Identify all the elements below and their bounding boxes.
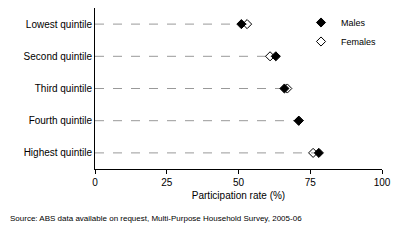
svg-text:Third quintile: Third quintile bbox=[35, 83, 93, 94]
svg-text:Lowest quintile: Lowest quintile bbox=[26, 19, 93, 30]
svg-text:100: 100 bbox=[374, 177, 391, 188]
svg-text:50: 50 bbox=[233, 177, 245, 188]
svg-text:Fourth quintile: Fourth quintile bbox=[29, 115, 93, 126]
svg-text:Source: ABS data available on: Source: ABS data available on request, M… bbox=[10, 214, 302, 223]
svg-text:0: 0 bbox=[92, 177, 98, 188]
svg-text:Second quintile: Second quintile bbox=[24, 51, 93, 62]
svg-text:Participation rate (%): Participation rate (%) bbox=[192, 190, 285, 201]
svg-text:Highest quintile: Highest quintile bbox=[24, 147, 93, 158]
svg-text:Males: Males bbox=[341, 18, 366, 28]
svg-text:25: 25 bbox=[161, 177, 173, 188]
svg-text:75: 75 bbox=[305, 177, 317, 188]
svg-text:Females: Females bbox=[341, 37, 376, 47]
